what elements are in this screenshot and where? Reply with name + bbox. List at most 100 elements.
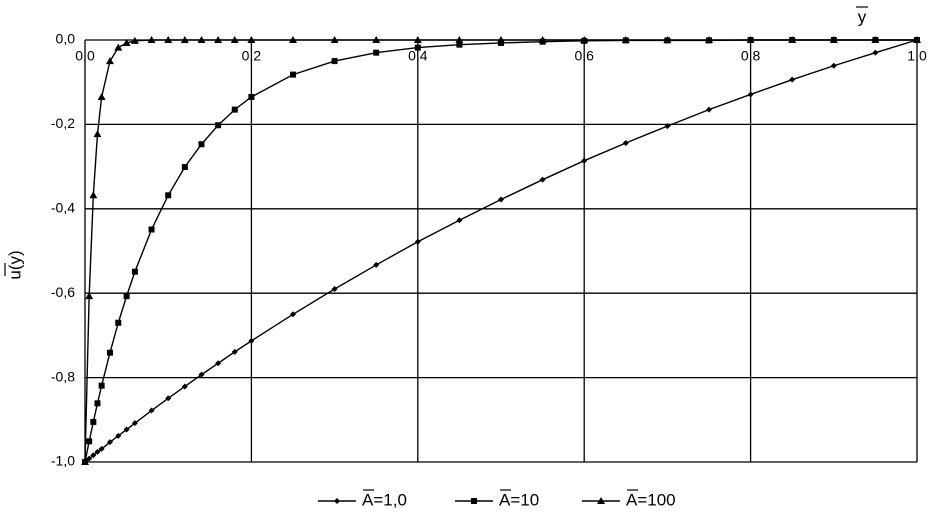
x-tick-label: 0,0: [75, 48, 95, 64]
data-point: [85, 292, 94, 300]
data-point: [94, 400, 101, 407]
x-tick-label: 0,8: [741, 48, 761, 64]
legend-marker: [597, 497, 605, 504]
series-line: [84, 39, 918, 463]
x-axis-title: y: [858, 7, 867, 26]
data-point: [148, 226, 155, 233]
y-axis-title: u(y): [5, 250, 24, 279]
data-point: [830, 62, 837, 69]
legend-label: A=100: [626, 490, 676, 509]
data-point: [98, 445, 105, 452]
data-point: [115, 432, 122, 439]
data-point: [330, 36, 339, 43]
data-point: [622, 139, 629, 146]
x-tick-label: 0,6: [574, 48, 594, 64]
legend-marker: [334, 498, 340, 504]
data-point: [180, 36, 189, 43]
data-point: [230, 36, 239, 43]
data-point: [290, 71, 296, 78]
data-point: [130, 36, 139, 44]
y-tick-label: -0,4: [51, 200, 75, 216]
data-point: [580, 36, 589, 43]
data-point: [373, 261, 380, 268]
data-point: [456, 41, 463, 48]
data-point: [231, 348, 238, 355]
data-point: [93, 130, 102, 138]
data-point: [181, 164, 188, 171]
data-point: [165, 395, 172, 402]
data-point: [248, 337, 255, 344]
data-point: [331, 58, 338, 65]
data-point: [147, 36, 156, 43]
data-point: [372, 36, 381, 43]
data-point: [872, 49, 879, 56]
data-point: [123, 426, 130, 433]
data-point: [106, 349, 113, 356]
legend-label: A=10: [499, 490, 539, 509]
data-point: [746, 36, 755, 43]
data-point: [106, 439, 113, 446]
data-point: [122, 38, 131, 46]
data-point: [197, 36, 206, 43]
data-point: [373, 49, 380, 56]
legend-marker: [471, 498, 477, 504]
data-point: [90, 418, 97, 425]
y-tick-label: 0,0: [56, 31, 76, 47]
x-tick-label: 0,4: [408, 48, 428, 64]
data-point: [148, 407, 155, 414]
data-point: [705, 36, 713, 43]
data-point: [115, 319, 122, 326]
data-point: [215, 360, 222, 367]
data-point: [290, 311, 296, 318]
data-point: [131, 268, 138, 275]
data-point: [114, 43, 123, 51]
data-point: [331, 285, 338, 292]
series-line: [84, 39, 917, 463]
data-point: [247, 36, 256, 43]
y-tick-label: -0,6: [51, 284, 75, 300]
data-point: [231, 106, 238, 113]
data-point: [164, 36, 173, 43]
data-point: [538, 36, 547, 43]
data-point: [98, 382, 105, 389]
data-point: [747, 91, 754, 98]
data-point: [498, 196, 504, 203]
data-point: [81, 458, 89, 465]
data-point: [181, 383, 188, 390]
data-point: [215, 122, 222, 129]
data-point: [105, 57, 114, 65]
y-tick-label: -0,8: [51, 368, 75, 384]
data-point: [165, 192, 172, 199]
data-point: [871, 36, 880, 43]
data-point: [789, 76, 796, 83]
data-point: [86, 438, 93, 445]
data-point: [97, 92, 106, 100]
data-point: [94, 448, 101, 455]
data-point: [198, 141, 205, 148]
data-point: [664, 123, 671, 130]
data-point: [90, 452, 97, 459]
x-tick-label: 1,0: [907, 48, 927, 64]
series-line: [84, 39, 917, 463]
y-tick-label: -1,0: [51, 453, 75, 469]
data-point: [413, 36, 422, 43]
data-point: [414, 238, 421, 245]
data-point: [913, 36, 921, 43]
data-point: [198, 371, 205, 378]
data-point: [414, 44, 421, 51]
data-point: [829, 36, 838, 43]
data-point: [706, 106, 712, 113]
data-point: [289, 36, 297, 43]
data-point: [131, 420, 138, 427]
data-point: [581, 157, 588, 164]
x-tick-label: 0,2: [242, 48, 262, 64]
data-point: [123, 293, 130, 300]
data-point: [539, 176, 546, 183]
data-point: [456, 217, 463, 224]
data-point: [214, 36, 223, 43]
y-tick-label: -0,2: [51, 115, 75, 131]
data-point: [455, 36, 464, 43]
legend-label: A=1,0: [362, 490, 407, 509]
data-point: [248, 93, 255, 100]
